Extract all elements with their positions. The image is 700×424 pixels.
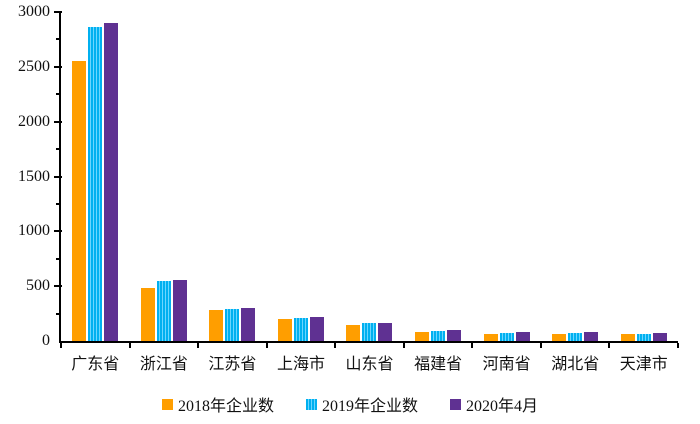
bar-group-1 [61,12,130,341]
bar-series2-山东省 [362,323,377,341]
bar-group-3 [198,12,267,341]
x-axis-line [59,341,678,343]
x-axis-category-label: 天津市 [619,356,668,373]
y-axis-minor-tick [56,38,61,41]
y-axis-minor-tick [56,312,61,315]
bar-series1-上海市 [277,318,292,341]
bar-series3-山东省 [378,322,393,341]
y-axis-major-tick [54,230,62,233]
x-axis-category-label: 山东省 [345,356,394,373]
y-axis-major-tick [54,285,62,288]
x-axis-category-label: 河南省 [482,356,531,373]
legend-item-1: 2018年企业数 [161,392,274,416]
legend-swatch-icon [450,398,461,410]
legend-item-2: 2019年企业数 [305,392,418,416]
legend-label: 2019年企业数 [321,398,418,415]
x-axis-tick [334,343,337,348]
y-axis-major-tick [54,120,62,123]
bar-series3-广东省 [104,22,119,341]
x-axis-tick [608,343,611,348]
x-axis-tick [539,343,542,348]
bar-series3-天津市 [652,332,667,341]
y-axis-tick-label: 500 [26,277,50,295]
x-axis-category-label: 浙江省 [139,356,188,373]
x-axis-tick [402,343,405,348]
y-axis-minor-tick [56,257,61,260]
bar-series2-天津市 [636,334,651,341]
x-axis-category-label: 湖北省 [551,356,600,373]
legend-label: 2018年企业数 [177,398,274,415]
x-axis-tick [128,343,131,348]
y-axis-major-tick [54,175,62,178]
bar-series3-浙江省 [172,279,187,341]
y-axis-tick-label: 1500 [18,167,50,185]
bar-group-6 [404,12,473,341]
bar-series2-上海市 [293,317,308,341]
y-axis-major-tick [54,11,62,13]
y-axis-tick-label: 2000 [18,112,50,130]
bar-group-8 [541,12,610,341]
bar-group-4 [267,12,336,341]
bar-series1-河南省 [483,333,498,341]
x-axis-tick [60,343,62,348]
bar-group-2 [130,12,199,341]
y-axis-tick-label: 3000 [18,3,50,20]
y-axis-major-tick [54,65,62,68]
x-axis-tick [471,343,474,348]
bar-group-9 [609,12,678,341]
bar-series1-江苏省 [209,310,224,341]
bar-series2-广东省 [88,27,103,341]
y-axis-tick-label: 0 [42,332,50,349]
x-axis-tick [197,343,200,348]
x-axis-category-label: 福建省 [414,356,463,373]
bar-series3-河南省 [515,332,530,341]
y-axis-minor-tick [56,148,61,151]
bar-series2-江苏省 [225,308,240,341]
bar-series2-浙江省 [156,280,171,341]
x-axis-category-label: 江苏省 [208,356,257,373]
bar-series3-福建省 [447,330,462,341]
bar-series3-上海市 [309,317,324,341]
bar-series1-广东省 [72,61,87,341]
bar-group-7 [472,12,541,341]
x-axis-tick [677,343,679,348]
x-axis-category-label: 上海市 [276,356,325,373]
x-axis-tick [265,343,268,348]
legend-swatch-icon [305,398,317,410]
bar-series1-福建省 [415,332,430,341]
legend-swatch-icon [161,398,173,410]
bar-series1-天津市 [620,333,635,341]
x-axis-category-label: 广东省 [71,356,120,373]
x-axis-labels: 广东省 浙江省 江苏省 上海市 山东省 福建省 河南省 湖北省 天津市 [61,350,678,374]
bar-series3-江苏省 [241,307,256,341]
y-axis-tick-label: 1000 [18,222,50,240]
legend: 2018年企业数 2019年企业数 2020年4月 [0,392,700,416]
legend-item-3: 2020年4月 [450,392,538,416]
y-axis-minor-tick [56,93,61,96]
plot-area: 0 500 1000 1500 2000 2500 3000 [18,3,679,349]
bar-series1-湖北省 [552,333,567,341]
y-axis-tick-label: 2500 [18,57,50,75]
bar-series1-浙江省 [140,288,155,341]
bar-series3-湖北省 [584,332,599,341]
legend-label: 2020年4月 [466,398,539,415]
bar-series2-福建省 [431,330,446,341]
bar-series1-山东省 [346,325,361,341]
bar-group-5 [335,12,404,341]
bar-series2-湖北省 [568,333,583,341]
bar-series2-河南省 [499,332,514,341]
y-axis-minor-tick [56,202,61,205]
